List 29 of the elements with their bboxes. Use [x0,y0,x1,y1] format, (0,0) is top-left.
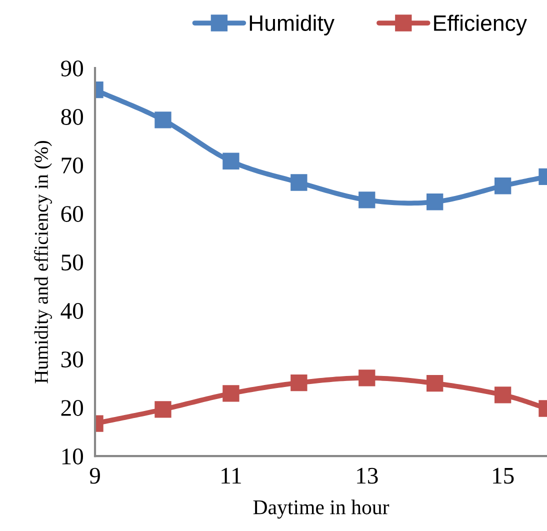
point [222,152,240,170]
y-tick-label: 40 [60,303,84,319]
x-tick-label: 13 [357,468,378,484]
y-axis-title: Humidity and efficiency in (%) [34,141,52,384]
point [426,194,444,210]
x-tick-label: 15 [493,468,514,484]
y-tick-label: 50 [62,254,84,270]
x-axis-title: Daytime in hour [253,500,390,519]
point [290,374,308,392]
y-tick-label: 20 [61,400,84,416]
y-tick-label: 10 [62,448,84,464]
point [154,401,172,418]
point [358,192,376,208]
point [358,370,376,386]
point [222,385,240,402]
point [494,178,512,194]
point [494,386,512,404]
point [154,112,172,128]
point [290,174,308,191]
y-tick-label: 80 [61,109,84,125]
legend-label: Humidity [250,14,334,36]
y-tick-label: 90 [61,60,84,76]
point [426,374,444,392]
y-tick-label: 30 [61,352,84,368]
y-tick-label: 70 [62,158,84,174]
y-tick-label: 60 [61,206,84,222]
x-tick-label: 9 [90,468,100,484]
legend-label: Efficiency [434,14,527,36]
x-tick-label: 11 [222,468,241,484]
